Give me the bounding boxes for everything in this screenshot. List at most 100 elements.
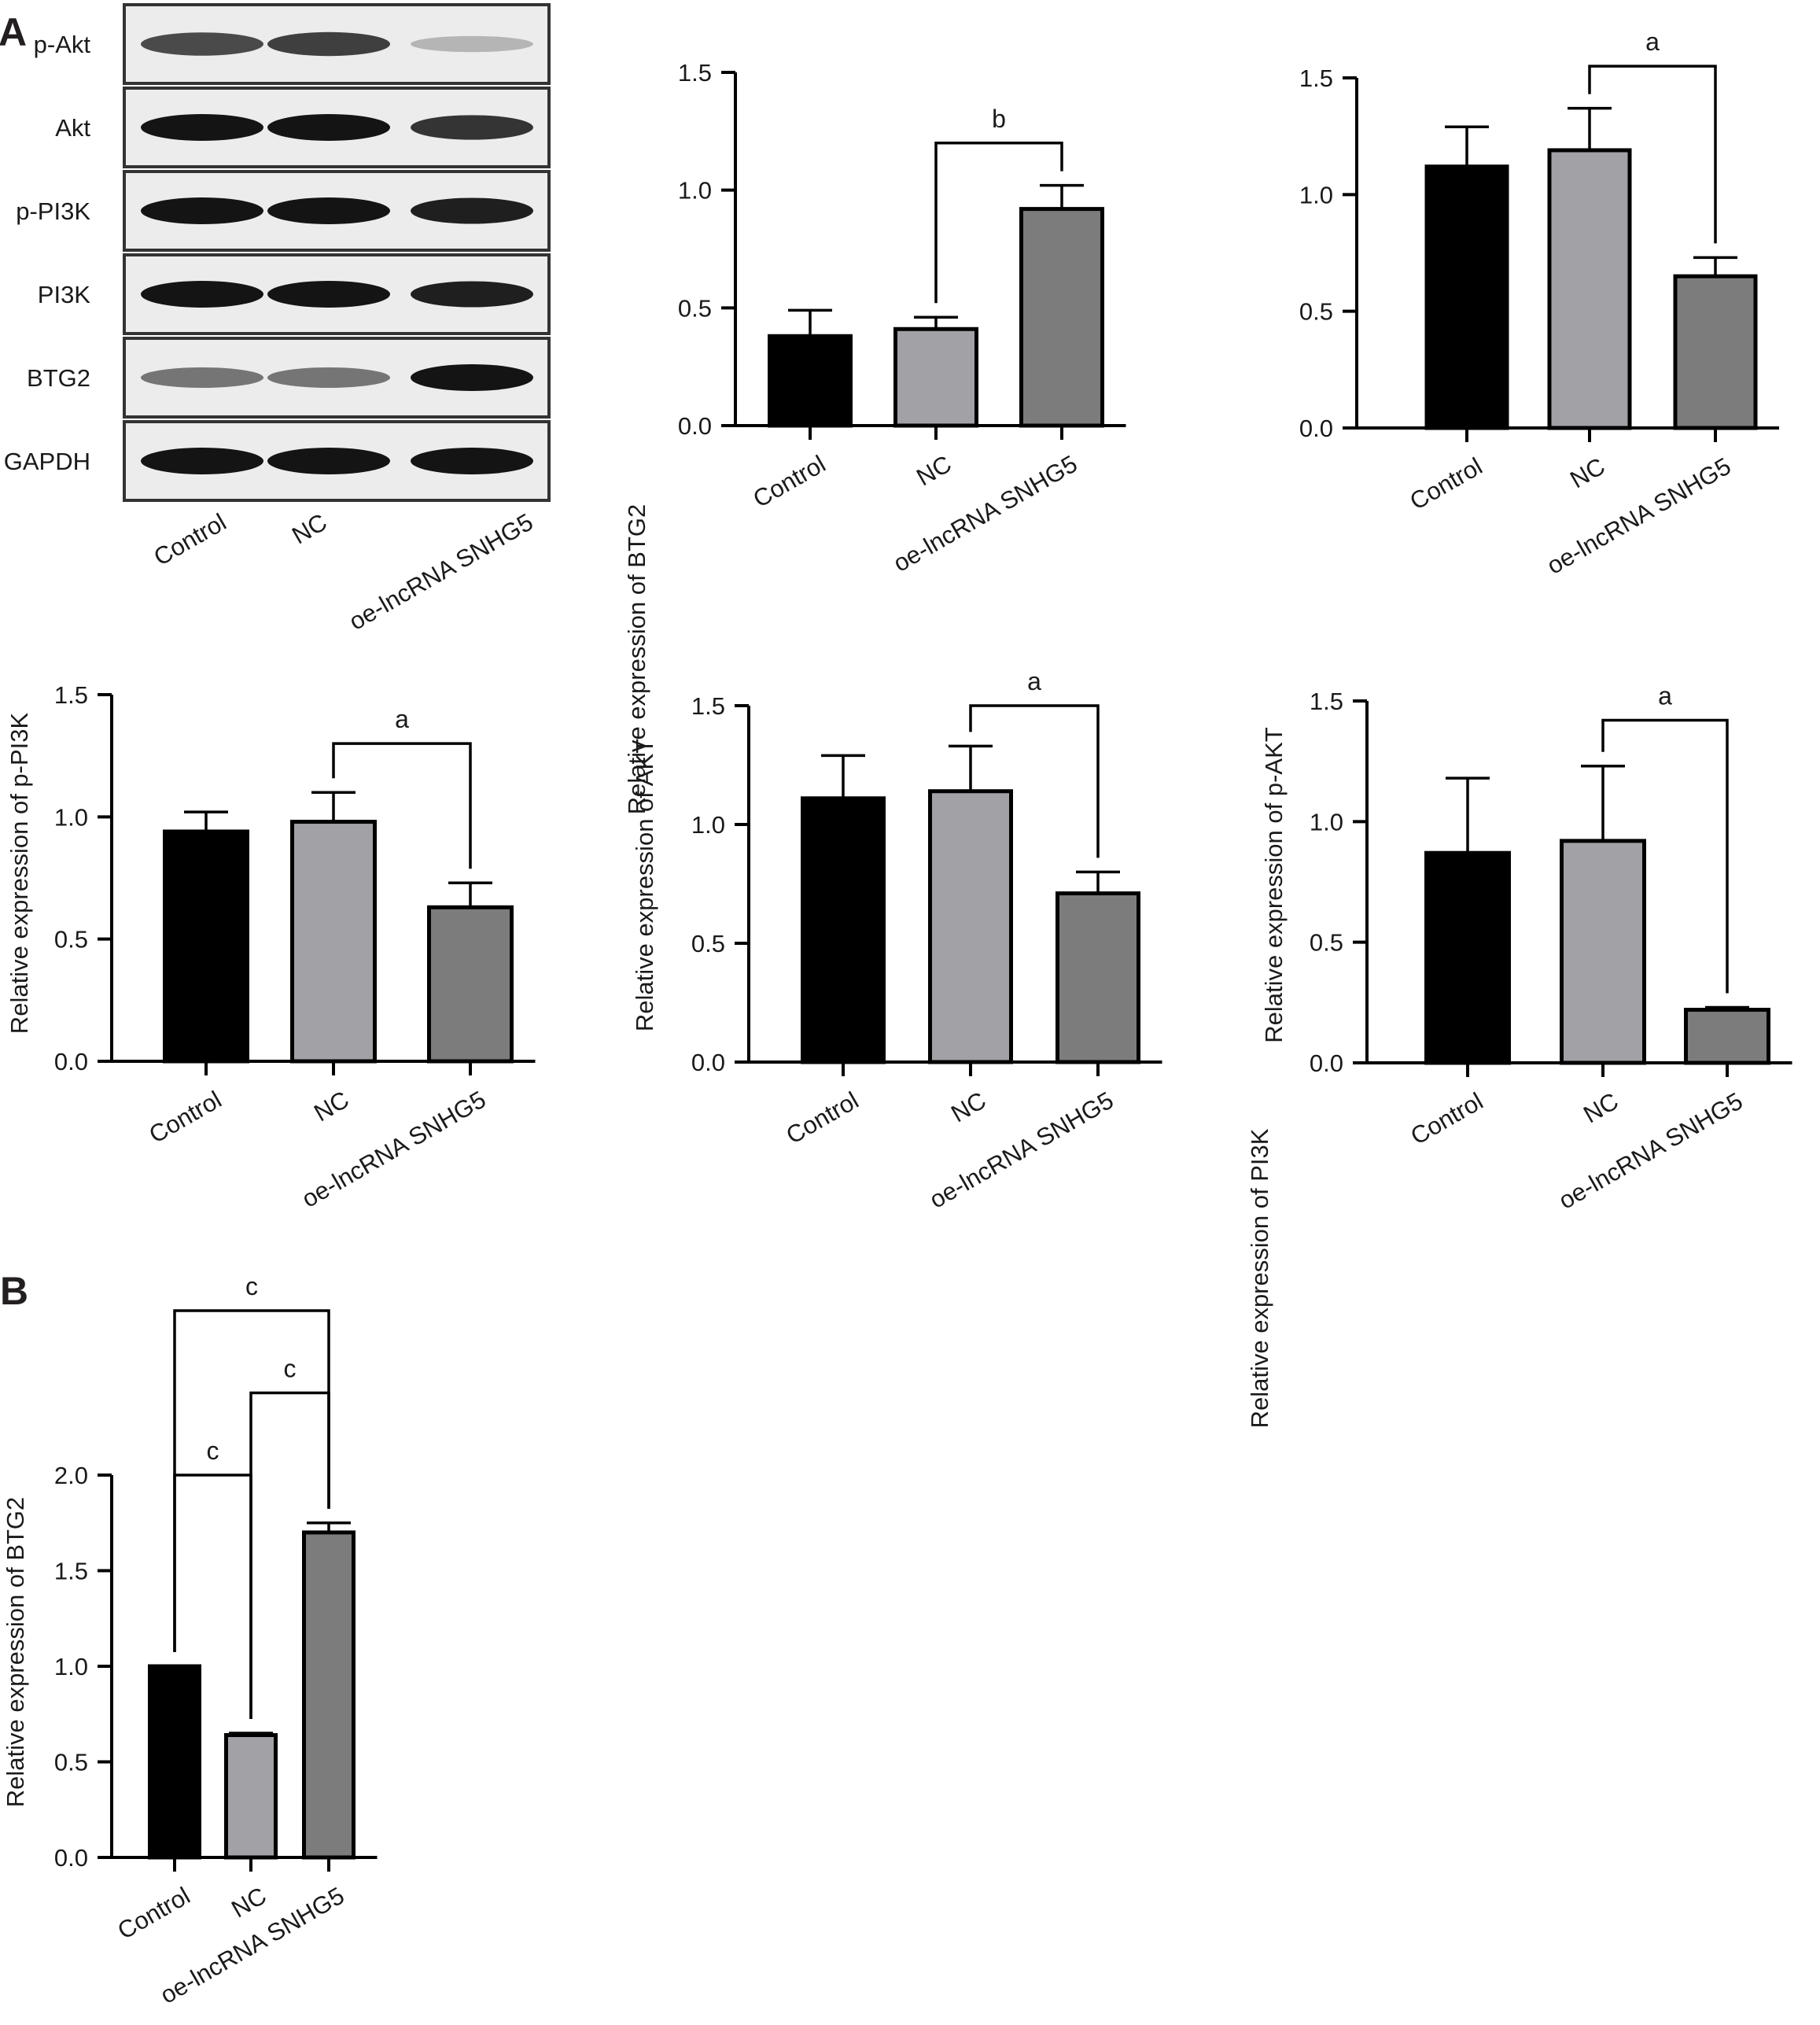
bar-control xyxy=(148,1664,201,1860)
blot-band xyxy=(141,367,263,388)
chart-p-pi3k: 0.0 0.5 1.0 1.5 Relative expression of p-PI3… xyxy=(6,681,536,1213)
bar-oe-lncrna-snhg5 xyxy=(1684,1008,1770,1065)
chart-akt: 0.0 0.5 1.0 1.5 Relative expression of AKT Co… xyxy=(631,667,1162,1214)
y-tick-label: 0.5 xyxy=(678,294,712,322)
bar-oe-lncrna-snhg5 xyxy=(1056,891,1140,1064)
significance-bracket xyxy=(969,704,1100,858)
blot-band xyxy=(267,448,390,474)
y-tick-label: 0.5 xyxy=(54,926,88,953)
significance-bracket xyxy=(173,1309,330,1652)
bar-control xyxy=(163,829,249,1064)
y-tick-label: 2.0 xyxy=(54,1462,88,1489)
y-axis-label: Relative expression of p-PI3K xyxy=(6,712,33,1034)
y-tick-label: 1.0 xyxy=(678,177,712,205)
blot-band xyxy=(267,367,390,388)
y-tick-label: 0.0 xyxy=(1299,415,1333,442)
blot-band xyxy=(411,115,533,140)
bar-control xyxy=(801,796,886,1064)
blot-band xyxy=(141,114,263,141)
significance-label: a xyxy=(1658,682,1672,710)
bar-oe-lncrna-snhg5 xyxy=(1019,207,1104,428)
blot-lane-label: NC xyxy=(287,508,331,550)
blot-band xyxy=(267,31,390,57)
x-tick-label: Control xyxy=(112,1882,194,1945)
blot-row-label: p-Akt xyxy=(34,31,91,58)
x-tick-label: Control xyxy=(781,1086,863,1149)
chart-p-akt: 0.0 0.5 1.0 1.5 Relative expression of p-AKT… xyxy=(1260,682,1792,1215)
bar-oe-lncrna-snhg5 xyxy=(302,1530,356,1860)
bar-oe-lncrna-snhg5 xyxy=(427,905,514,1064)
x-tick-label: NC xyxy=(946,1086,990,1128)
y-tick-label: 1.0 xyxy=(1299,181,1333,208)
x-tick-label: NC xyxy=(912,450,956,492)
x-tick-label: NC xyxy=(1565,452,1609,494)
blot-row-label: GAPDH xyxy=(4,448,90,475)
y-axis-label: Relative expression of BTG2 xyxy=(623,504,650,815)
significance-label: c xyxy=(207,1437,219,1465)
y-axis-label: Relative expression of AKT xyxy=(631,739,658,1031)
y-tick-label: 1.5 xyxy=(678,59,712,87)
y-tick-label: 0.5 xyxy=(691,930,725,957)
y-axis-label: Relative expression of BTG2 xyxy=(2,1497,29,1808)
chart-btg2-panel-b: 0.0 0.5 1.0 1.5 2.0 Relative expression of BT… xyxy=(2,1272,378,2009)
bar-nc xyxy=(1547,148,1632,430)
x-tick-label: Control xyxy=(1405,452,1487,515)
bar-nc xyxy=(224,1732,278,1860)
bar-nc xyxy=(290,820,377,1064)
blot-band xyxy=(267,281,390,308)
x-tick-label: NC xyxy=(1579,1087,1623,1129)
significance-label: a xyxy=(1645,28,1660,56)
significance-label: a xyxy=(1027,667,1041,695)
y-tick-label: 1.0 xyxy=(691,811,725,839)
western-blot: p-Akt Akt p-PI3K PI3K BTG2 GAPDH Control NC oe-l… xyxy=(4,3,551,636)
bar-control xyxy=(768,334,853,428)
blot-band xyxy=(411,35,533,53)
blot-row-label: PI3K xyxy=(38,281,91,308)
y-tick-label: 0.5 xyxy=(1310,929,1343,957)
significance-bracket xyxy=(332,742,472,869)
blot-band xyxy=(141,197,263,224)
x-tick-label: Control xyxy=(144,1086,226,1149)
blot-band xyxy=(267,114,390,141)
y-tick-label: 0.0 xyxy=(691,1049,725,1076)
x-tick-label: NC xyxy=(309,1086,353,1127)
chart-pi3k: 0.0 0.5 1.0 1.5 Relative expression of PI3K C… xyxy=(1246,28,1779,1428)
significance-label: a xyxy=(395,705,409,733)
panel-label-a: A xyxy=(0,10,27,54)
y-axis-label: Relative expression of PI3K xyxy=(1246,1128,1273,1428)
blot-band xyxy=(411,364,533,391)
y-tick-label: 1.0 xyxy=(1310,808,1343,835)
blot-band xyxy=(141,32,263,56)
x-tick-label: Control xyxy=(748,450,830,513)
y-axis-label: Relative expression of p-AKT xyxy=(1260,727,1288,1043)
blot-row-label: Akt xyxy=(55,114,90,142)
panel-label-b: B xyxy=(0,1269,28,1313)
significance-label: c xyxy=(245,1272,258,1300)
blot-band xyxy=(141,448,263,474)
x-tick-label: NC xyxy=(227,1882,271,1924)
blot-band xyxy=(141,281,263,308)
y-tick-label: 0.0 xyxy=(54,1844,88,1872)
y-tick-label: 0.0 xyxy=(678,412,712,440)
significance-bracket xyxy=(1601,718,1729,994)
y-tick-label: 0.0 xyxy=(1310,1049,1343,1077)
blot-lane-label: oe-lncRNA SNHG5 xyxy=(344,508,538,636)
blot-row-label: p-PI3K xyxy=(16,197,90,225)
bar-nc xyxy=(928,789,1013,1064)
blot-band xyxy=(411,197,533,224)
bar-oe-lncrna-snhg5 xyxy=(1673,274,1758,430)
y-tick-label: 0.5 xyxy=(1299,298,1333,326)
blot-band xyxy=(411,448,533,474)
y-tick-label: 1.5 xyxy=(1310,688,1343,715)
blot-row-label: BTG2 xyxy=(27,364,90,392)
significance-bracket xyxy=(934,142,1063,304)
y-tick-label: 1.5 xyxy=(54,1558,88,1585)
y-tick-label: 1.5 xyxy=(54,681,88,709)
y-tick-label: 0.5 xyxy=(54,1749,88,1776)
y-tick-label: 1.5 xyxy=(1299,65,1333,92)
blot-band xyxy=(267,197,390,224)
blot-lane-label: Control xyxy=(149,508,230,571)
blot-band xyxy=(411,281,533,308)
bar-nc xyxy=(893,326,978,428)
